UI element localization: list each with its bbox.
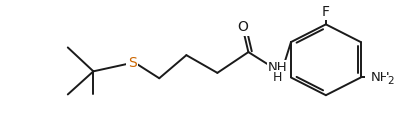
Text: O: O	[237, 20, 248, 34]
Text: NH: NH	[267, 61, 287, 74]
Text: F: F	[321, 5, 329, 19]
Text: S: S	[128, 56, 136, 70]
Text: 2: 2	[386, 76, 392, 86]
Text: H: H	[273, 71, 282, 84]
Text: NH: NH	[370, 71, 390, 84]
